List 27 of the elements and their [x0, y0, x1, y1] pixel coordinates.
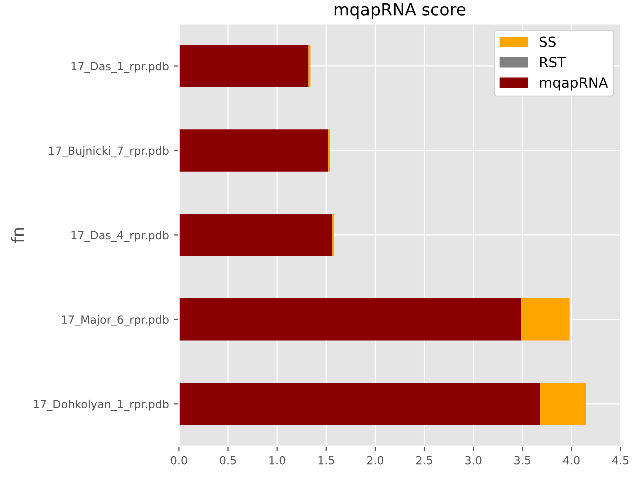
x-tick-label: 1.0 — [270, 456, 286, 465]
bar — [522, 298, 570, 341]
bar — [179, 45, 309, 88]
x-tick-label: 3.0 — [466, 456, 482, 465]
bar — [179, 214, 332, 256]
y-tick-label: 17_Bujnicki_7_rpr.pdb — [49, 146, 169, 158]
bar — [179, 130, 328, 172]
legend-label: mqapRNA — [540, 78, 608, 91]
x-tick-label: 0.0 — [171, 456, 188, 465]
bar — [540, 383, 586, 426]
chart-title: mqapRNA score — [334, 4, 466, 20]
x-tick-label: 4.5 — [612, 456, 629, 465]
y-tick-label: 17_Das_1_rpr.pdb — [72, 62, 169, 74]
x-tick-label: 1.5 — [318, 456, 334, 465]
bar — [179, 298, 522, 341]
y-tick-label: 17_Dohkolyan_1_rpr.pdb — [34, 400, 169, 411]
x-tick-label: 0.5 — [220, 456, 236, 465]
y-tick-label: 17_Major_6_rpr.pdb — [62, 315, 169, 327]
legend-label: RST — [540, 57, 566, 68]
x-tick-label: 2.5 — [416, 456, 432, 465]
y-tick-label: 17_Das_4_rpr.pdb — [72, 230, 169, 242]
legend-label: SS — [540, 36, 556, 48]
x-tick-label: 3.5 — [514, 456, 531, 465]
y-axis-title: fn — [11, 228, 24, 244]
x-tick-label: 2.0 — [367, 456, 384, 465]
x-tick-label: 4.0 — [563, 456, 580, 465]
bar — [179, 383, 540, 426]
